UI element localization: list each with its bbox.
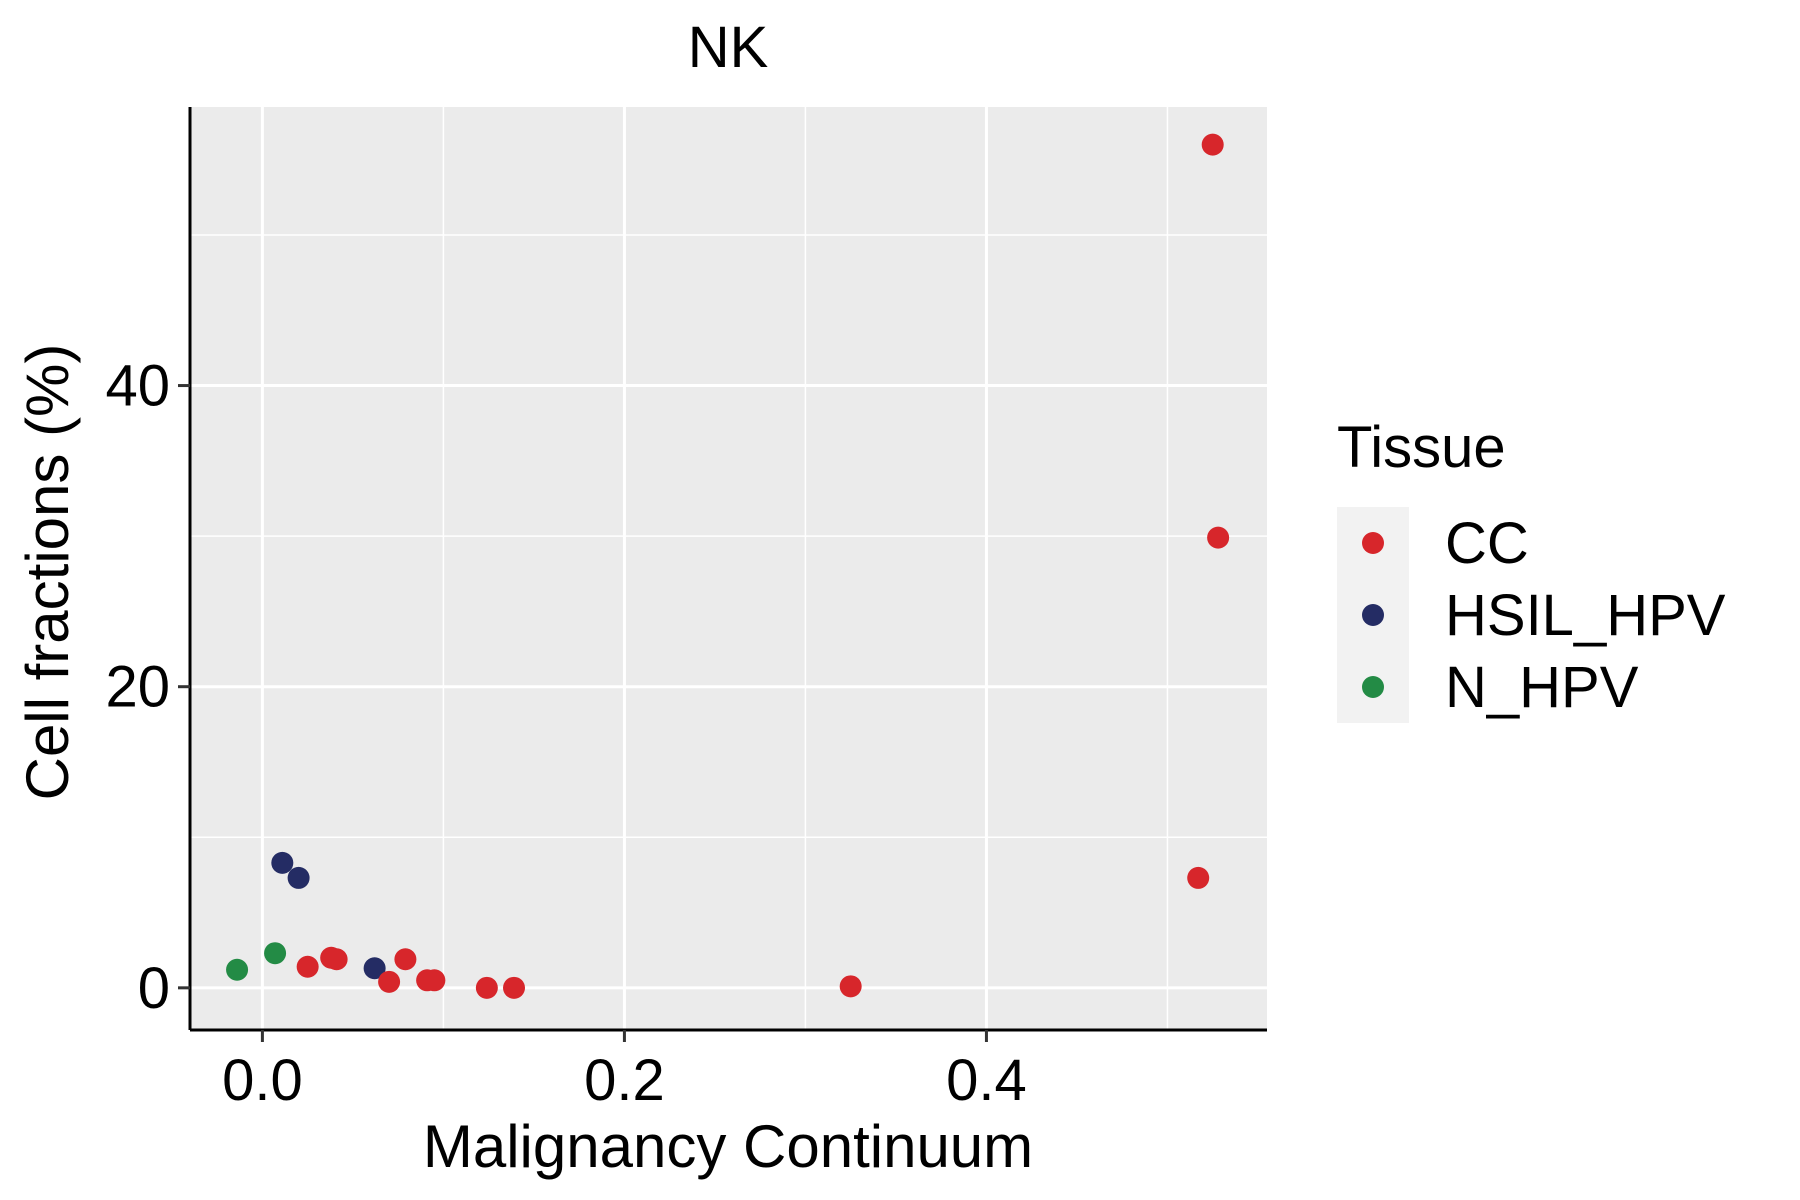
data-point-cc	[423, 969, 446, 992]
panel-background	[190, 107, 1267, 1030]
data-point-cc	[1207, 526, 1230, 549]
data-point-hsil-hpv	[271, 851, 294, 874]
data-points	[226, 133, 1230, 999]
x-tick-label: 0.0	[222, 1048, 303, 1113]
legend-label-cc: CC	[1445, 511, 1529, 576]
data-point-hsil-hpv	[287, 866, 310, 889]
data-point-cc	[475, 976, 498, 999]
y-tick-label: 40	[105, 354, 170, 419]
data-point-n-hpv	[226, 958, 249, 981]
data-point-cc	[839, 975, 862, 998]
y-tick-label: 0	[138, 956, 170, 1021]
legend-key-n-hpv	[1362, 676, 1384, 698]
legend-label-n-hpv: N_HPV	[1445, 655, 1639, 720]
y-axis-title: Cell fractions (%)	[14, 344, 81, 801]
legend-entries: CC HSIL_HPV N_HPV	[1362, 511, 1726, 720]
x-tick-label: 0.2	[584, 1048, 665, 1113]
legend: Tissue CC HSIL_HPV N_HPV	[1337, 415, 1726, 723]
data-point-cc	[1201, 133, 1224, 156]
data-point-cc	[325, 948, 348, 971]
x-axis-ticks: 0.0 0.2 0.4	[222, 1030, 1027, 1113]
y-tick-label: 20	[105, 655, 170, 720]
chart-title: NK	[688, 15, 769, 80]
legend-label-hsil-hpv: HSIL_HPV	[1445, 583, 1726, 648]
data-point-cc	[503, 976, 526, 999]
x-axis-title: Malignancy Continuum	[423, 1113, 1033, 1180]
major-gridlines	[190, 107, 1267, 1030]
plot-panel	[190, 107, 1267, 1030]
x-tick-label: 0.4	[946, 1048, 1027, 1113]
data-point-cc	[1187, 866, 1210, 889]
legend-key-hsil-hpv	[1362, 604, 1384, 626]
y-axis-ticks: 0 20 40	[105, 354, 190, 1021]
legend-key-cc	[1362, 532, 1384, 554]
data-point-cc	[296, 955, 319, 978]
legend-title: Tissue	[1337, 415, 1506, 480]
minor-gridlines	[190, 107, 1267, 1030]
data-point-cc	[394, 948, 417, 971]
data-point-hsil-hpv	[363, 957, 386, 980]
data-point-cc	[378, 970, 401, 993]
data-point-n-hpv	[264, 942, 287, 965]
